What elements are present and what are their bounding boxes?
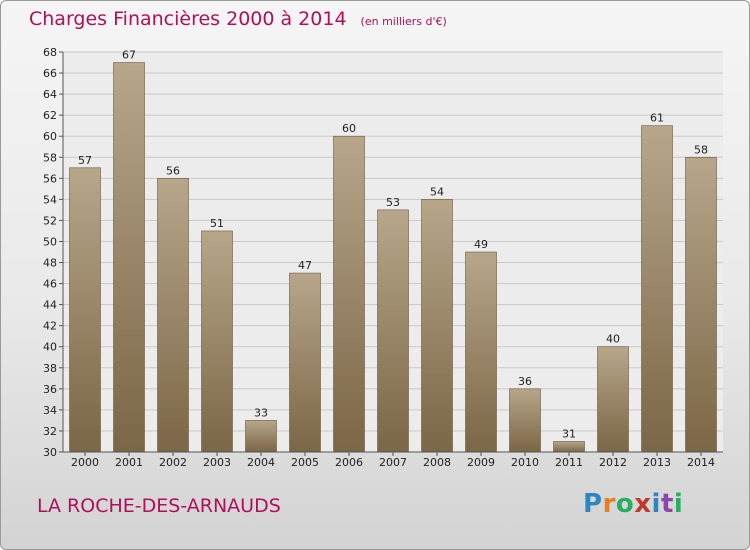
y-tick-label: 66 <box>43 67 57 80</box>
y-tick-label: 30 <box>43 446 57 459</box>
x-tick-label: 2009 <box>467 456 495 469</box>
data-label: 61 <box>650 112 664 125</box>
y-tick-label: 54 <box>43 193 57 206</box>
x-tick-label: 2000 <box>71 456 99 469</box>
chart-title-block: Charges Financières 2000 à 2014 (en milli… <box>29 8 447 30</box>
proxiti-logo: Proxiti <box>583 489 683 519</box>
bar-2007 <box>377 209 409 453</box>
x-tick-label: 2011 <box>555 456 583 469</box>
y-tick-label: 44 <box>43 299 57 312</box>
x-tick-labels: 2000 2001 2002 2003 2004 2005 2006 2007 2008 2009… <box>71 452 715 469</box>
logo-letter: i <box>673 489 684 519</box>
y-tick-label: 52 <box>43 214 57 227</box>
logo-letter: x <box>634 489 652 519</box>
y-tick-label: 68 <box>43 46 57 59</box>
data-label: 60 <box>342 122 356 135</box>
x-tick-label: 2001 <box>115 456 143 469</box>
bar-2011 <box>553 441 585 453</box>
x-tick-label: 2006 <box>335 456 363 469</box>
y-tick-labels: 30 32 34 36 38 40 42 44 46 48 50 52 54 56 58 60 62 64 66 68 <box>43 46 63 459</box>
y-tick-label: 32 <box>43 425 57 438</box>
x-tick-label: 2013 <box>643 456 671 469</box>
logo-letter: o <box>615 489 635 519</box>
chart-title: Charges Financières 2000 à 2014 <box>29 8 347 30</box>
data-label: 57 <box>78 154 92 167</box>
data-label: 33 <box>254 406 268 419</box>
x-tick-label: 2005 <box>291 456 319 469</box>
y-tick-label: 50 <box>43 235 57 248</box>
data-label: 51 <box>210 217 224 230</box>
bar-2004 <box>245 420 277 453</box>
y-tick-label: 38 <box>43 362 57 375</box>
bar-2013 <box>641 125 673 453</box>
data-label: 31 <box>562 427 576 440</box>
chart-unit: (en milliers d'€) <box>360 15 447 28</box>
y-tick-label: 58 <box>43 151 57 164</box>
y-tick-label: 46 <box>43 278 57 291</box>
data-label: 36 <box>518 375 532 388</box>
x-tick-label: 2002 <box>159 456 187 469</box>
x-tick-label: 2010 <box>511 456 539 469</box>
bar-2005 <box>289 272 321 453</box>
x-tick-label: 2004 <box>247 456 275 469</box>
bar-2002 <box>157 178 189 453</box>
data-label: 58 <box>694 143 708 156</box>
data-label: 40 <box>606 333 620 346</box>
y-tick-label: 64 <box>43 88 57 101</box>
logo-letter: P <box>583 489 603 519</box>
bar-2006 <box>333 135 365 453</box>
bar-2009 <box>465 251 497 453</box>
y-tick-label: 62 <box>43 109 57 122</box>
commune-name: LA ROCHE-DES-ARNAUDS <box>37 495 281 517</box>
data-label: 56 <box>166 164 180 177</box>
x-tick-label: 2007 <box>379 456 407 469</box>
bars <box>69 62 717 453</box>
logo-letter: i <box>651 489 661 519</box>
y-tick-label: 48 <box>43 257 57 270</box>
bar-2003 <box>201 230 233 453</box>
y-tick-label: 60 <box>43 130 57 143</box>
bar-2010 <box>509 388 541 453</box>
x-tick-label: 2008 <box>423 456 451 469</box>
data-label: 54 <box>430 185 444 198</box>
data-labels: 57 67 56 51 33 47 60 53 54 49 36 31 40 61 58 <box>78 49 708 441</box>
x-tick-label: 2012 <box>599 456 627 469</box>
x-tick-label: 2014 <box>687 456 715 469</box>
x-tick-label: 2003 <box>203 456 231 469</box>
bar-2012 <box>597 346 629 453</box>
logo-letter: r <box>602 489 616 519</box>
y-tick-label: 40 <box>43 341 57 354</box>
bar-2000 <box>69 167 101 453</box>
y-tick-label: 34 <box>43 404 57 417</box>
data-label: 47 <box>298 259 312 272</box>
data-label: 49 <box>474 238 488 251</box>
data-label: 53 <box>386 196 400 209</box>
bar-2001 <box>113 62 145 453</box>
bar-2014 <box>685 156 717 453</box>
y-tick-label: 56 <box>43 172 57 185</box>
logo-letter: t <box>660 489 674 519</box>
data-label: 67 <box>122 49 136 62</box>
y-tick-label: 42 <box>43 320 57 333</box>
bar-2008 <box>421 199 453 453</box>
y-tick-label: 36 <box>43 383 57 396</box>
